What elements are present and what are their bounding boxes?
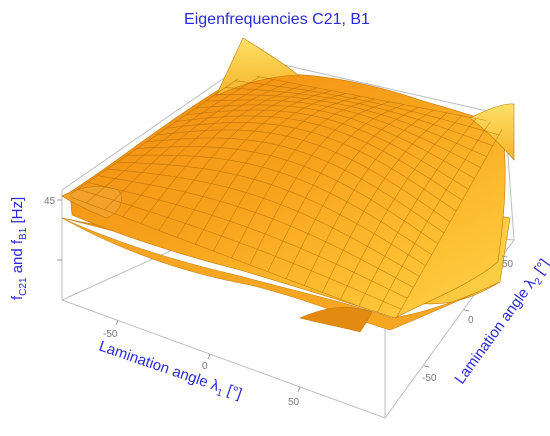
x-tick-label: 50 — [288, 397, 300, 408]
x-axis-ticks — [115, 319, 301, 393]
x-axis-label: Lamination angle λ1 [°] — [96, 338, 244, 406]
surface-cusp-right — [469, 103, 515, 161]
y-tick-label: 50 — [502, 259, 514, 270]
mesh-line — [244, 74, 506, 125]
mesh-line — [394, 123, 506, 318]
y-tick-label: -50 — [422, 373, 437, 384]
surface-upper-sheet — [69, 74, 506, 319]
mesh-line — [225, 87, 493, 147]
mesh-line — [235, 80, 499, 136]
surface-cusp-bottom — [299, 307, 373, 333]
mesh-line — [376, 121, 491, 314]
z-axis-ticks — [57, 199, 62, 261]
mesh-line — [340, 115, 462, 300]
surface-lower-front — [61, 217, 501, 331]
y-tick-label: 0 — [468, 315, 474, 326]
y-axis-ticks — [423, 255, 508, 368]
x-tick-label: 0 — [202, 361, 208, 372]
surface-mesh — [70, 74, 506, 318]
surface-cusp-top — [215, 37, 299, 97]
z-axis-label: fC21 and fB1 [Hz] — [9, 197, 29, 300]
x-tick-label: -50 — [103, 329, 118, 340]
z-tick-label: 45 — [44, 196, 56, 207]
mesh-line — [358, 118, 477, 307]
surface-cusp-left — [61, 186, 122, 219]
chart-title: Eigenfrequencies C21, B1 — [184, 11, 370, 28]
